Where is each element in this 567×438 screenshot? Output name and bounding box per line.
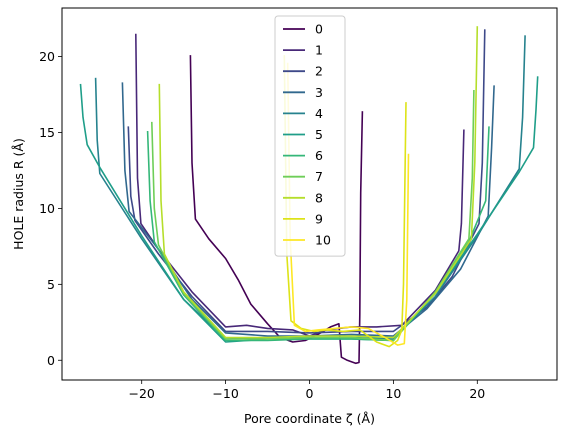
series-line-9 bbox=[283, 55, 407, 348]
legend-label-5: 5 bbox=[315, 127, 323, 142]
legend-label-10: 10 bbox=[315, 233, 331, 248]
x-axis-ticks: −20 −10 0 10 20 bbox=[129, 380, 485, 401]
x-tick-label: 20 bbox=[469, 386, 485, 401]
y-tick-label: 20 bbox=[39, 49, 55, 64]
legend-label-2: 2 bbox=[315, 64, 323, 79]
y-tick-label: 0 bbox=[47, 353, 55, 368]
legend-label-0: 0 bbox=[315, 22, 323, 37]
series-line-10 bbox=[286, 62, 410, 346]
legend-label-6: 6 bbox=[315, 148, 323, 163]
legend-label-9: 9 bbox=[315, 211, 323, 226]
x-tick-label: −10 bbox=[212, 386, 238, 401]
series-line-8 bbox=[158, 26, 479, 339]
legend-label-1: 1 bbox=[315, 43, 323, 58]
legend-box bbox=[274, 15, 346, 257]
y-tick-label: 10 bbox=[39, 201, 55, 216]
legend-label-8: 8 bbox=[315, 190, 323, 205]
x-axis-label: Pore coordinate ζ (Å) bbox=[244, 411, 375, 426]
x-tick-label: 0 bbox=[306, 386, 314, 401]
legend-label-4: 4 bbox=[315, 106, 323, 121]
y-axis-ticks: 0 5 10 15 20 bbox=[39, 49, 62, 368]
series-line-7 bbox=[151, 89, 475, 342]
legend-label-3: 3 bbox=[315, 85, 323, 100]
series-layer bbox=[79, 26, 539, 365]
y-tick-label: 15 bbox=[39, 125, 55, 140]
y-tick-label: 5 bbox=[47, 277, 55, 292]
y-axis-label: HOLE radius R (Å) bbox=[11, 138, 26, 250]
legend: 0 1 2 3 4 5 6 7 8 9 10 bbox=[274, 15, 346, 257]
legend-label-7: 7 bbox=[315, 169, 323, 184]
x-tick-label: −20 bbox=[129, 386, 155, 401]
x-tick-label: 10 bbox=[385, 386, 401, 401]
